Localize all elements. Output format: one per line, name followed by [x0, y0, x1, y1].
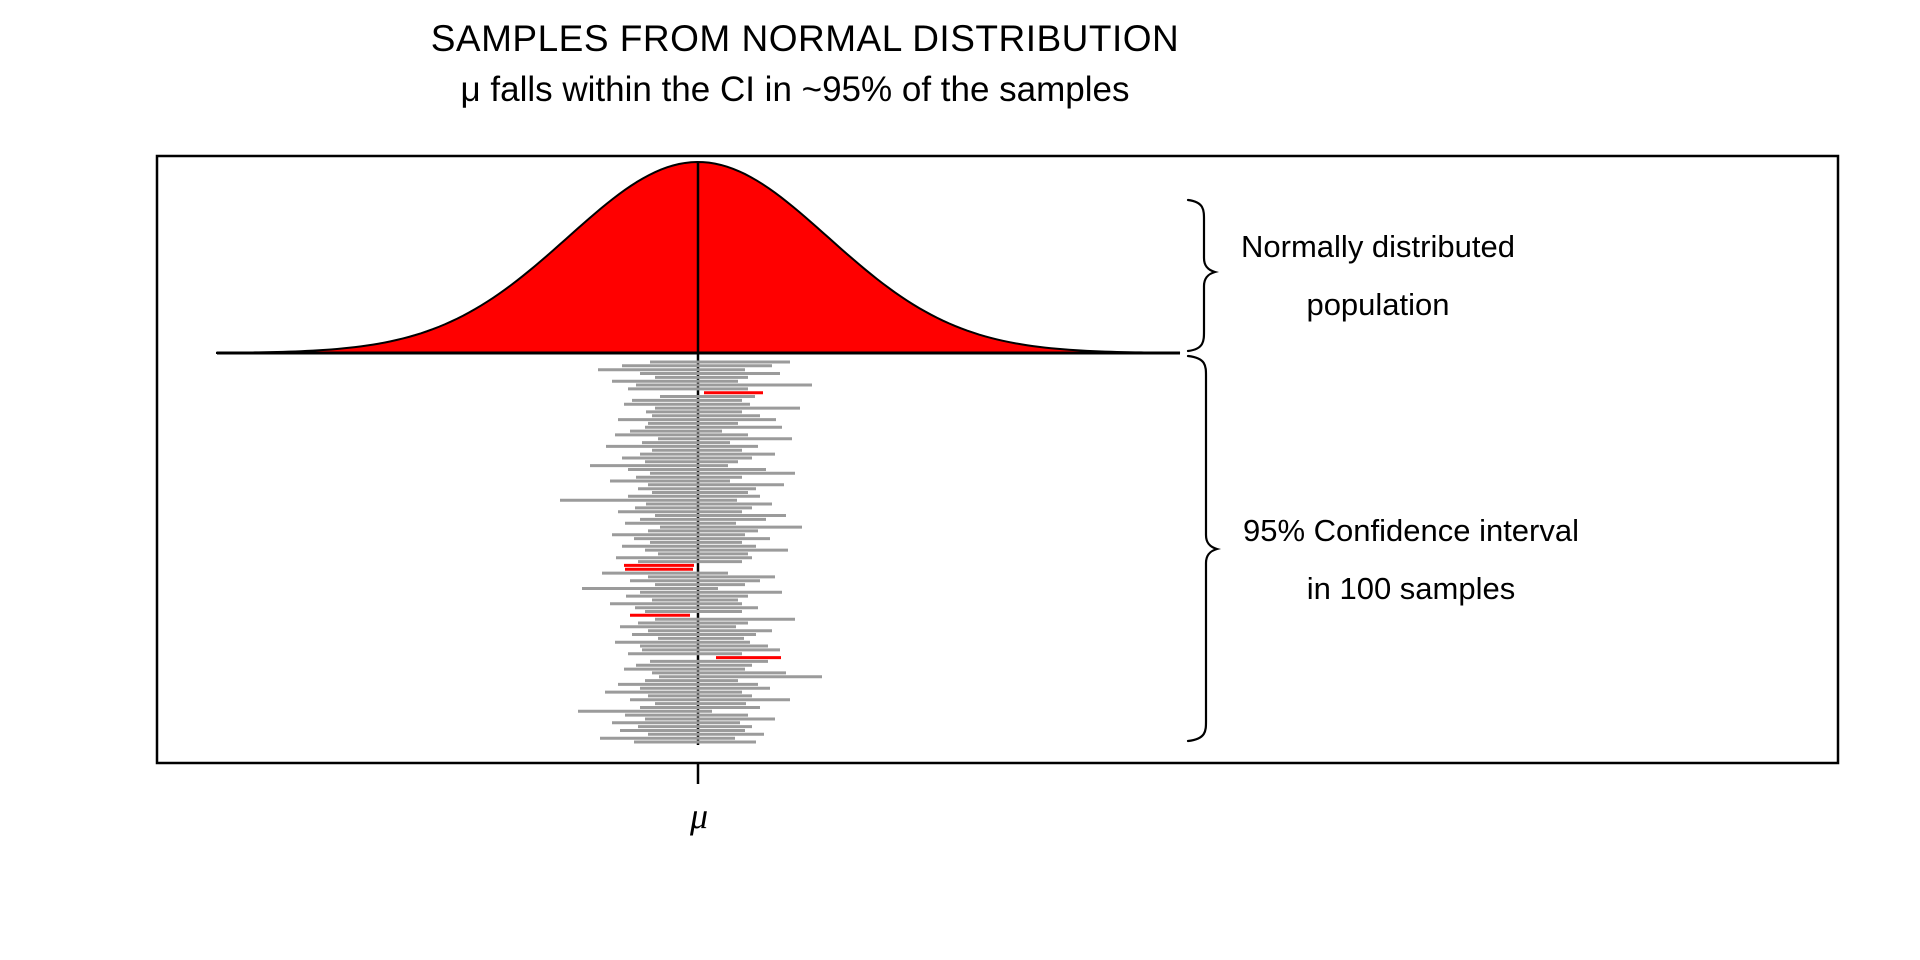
ci-annotation-line2: in 100 samples [1306, 571, 1516, 606]
ci-annotation-line1: 95% Confidence interval [1242, 513, 1580, 548]
chart-title: SAMPLES FROM NORMAL DISTRIBUTION [430, 18, 1180, 59]
population-annotation: Normally distributed population [1158, 218, 1598, 334]
plot-border [155, 154, 1840, 765]
mu-axis-label: μ [689, 796, 709, 836]
chart-subtitle: μ falls within the CI in ~95% of the sam… [460, 70, 1130, 109]
population-brace [1186, 198, 1219, 353]
ci-annotation: 95% Confidence interval in 100 samples [1171, 502, 1651, 618]
ci-brace [1186, 354, 1221, 743]
population-annotation-line1: Normally distributed [1241, 229, 1515, 264]
population-annotation-line2: population [1306, 287, 1450, 322]
